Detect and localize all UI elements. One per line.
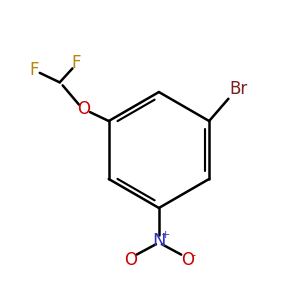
Text: Br: Br xyxy=(229,80,248,98)
Text: -: - xyxy=(192,250,196,260)
Text: F: F xyxy=(71,54,81,72)
Text: N: N xyxy=(152,232,166,250)
Text: +: + xyxy=(161,230,170,240)
Text: O: O xyxy=(124,251,137,269)
Text: F: F xyxy=(30,61,39,80)
Text: O: O xyxy=(77,100,90,118)
Text: O: O xyxy=(181,251,194,269)
